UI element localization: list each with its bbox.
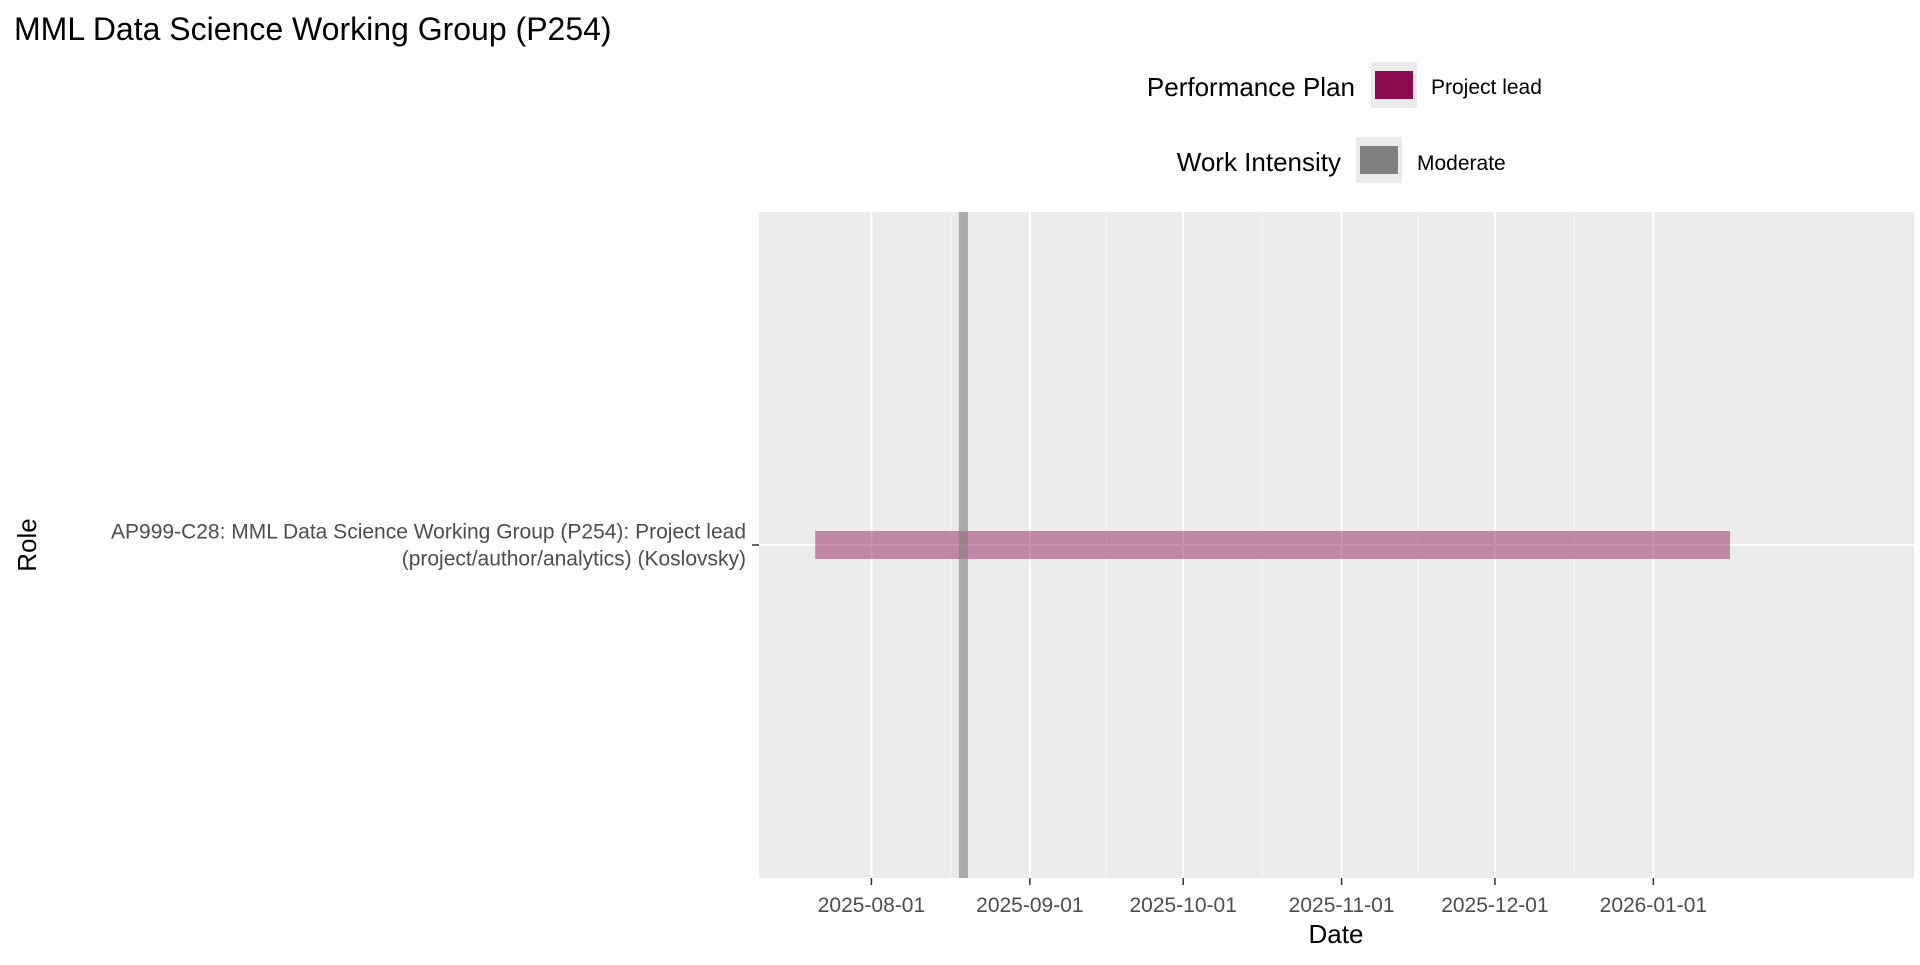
- x-tick-label: 2025-11-01: [1289, 894, 1395, 917]
- legend-performance-plan-title: Performance Plan: [1147, 72, 1355, 102]
- bars: [815, 531, 1731, 559]
- x-tick-label: 2026-01-01: [1600, 894, 1707, 917]
- legends: Performance Plan Project lead Work Inten…: [1147, 62, 1542, 183]
- x-tick-label: 2025-09-01: [976, 894, 1083, 917]
- y-axis: AP999-C28: MML Data Science Working Grou…: [111, 521, 759, 571]
- gantt-bar: [815, 531, 1731, 559]
- y-axis-title: Role: [12, 518, 42, 571]
- legend-performance-plan-label: Project lead: [1431, 76, 1542, 99]
- x-axis-title: Date: [1309, 919, 1364, 949]
- grid-lines: [759, 212, 1914, 878]
- y-tick-label-line: (project/author/analytics) (Koslovsky): [402, 548, 746, 571]
- legend-work-intensity-label: Moderate: [1417, 152, 1506, 175]
- legend-work-intensity-title: Work Intensity: [1177, 147, 1341, 177]
- x-axis: 2025-08-01 2025-09-01 2025-10-01 2025-11-01…: [818, 878, 1707, 917]
- legend-work-intensity: Work Intensity Moderate: [1177, 137, 1506, 183]
- chart-title: MML Data Science Working Group (P254): [14, 11, 612, 47]
- x-tick-label: 2025-08-01: [818, 894, 925, 917]
- x-tick-label: 2025-12-01: [1441, 894, 1548, 917]
- y-tick-label: AP999-C28: MML Data Science Working Grou…: [111, 521, 746, 571]
- legend-performance-plan: Performance Plan Project lead: [1147, 62, 1542, 108]
- y-tick-label-line: AP999-C28: MML Data Science Working Grou…: [111, 521, 746, 544]
- legend-performance-plan-swatch: [1375, 71, 1413, 99]
- legend-work-intensity-swatch: [1360, 146, 1398, 174]
- x-tick-label: 2025-10-01: [1129, 894, 1236, 917]
